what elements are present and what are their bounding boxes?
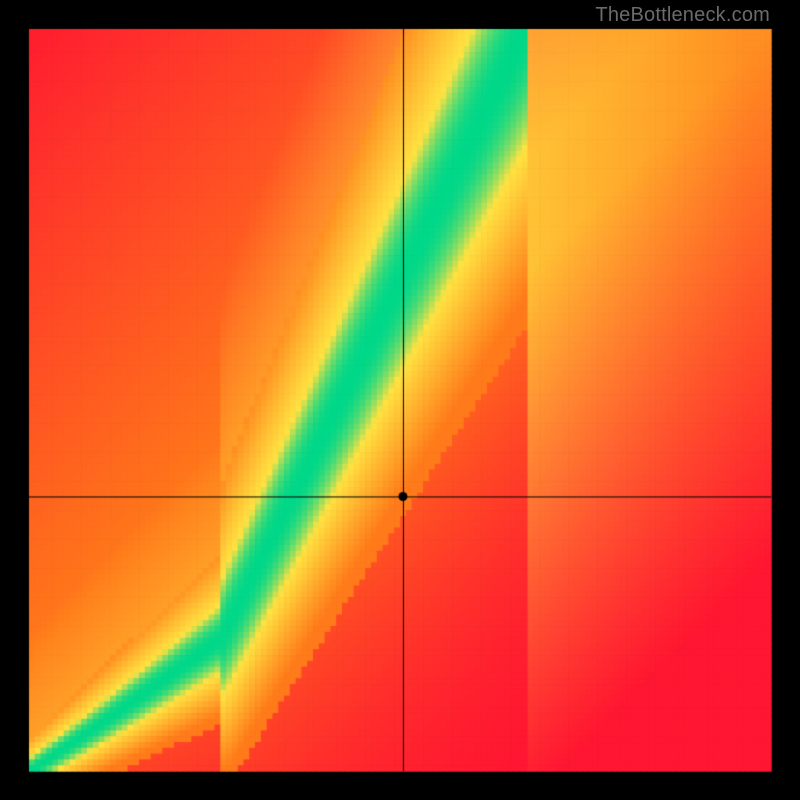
watermark-text: TheBottleneck.com bbox=[595, 4, 770, 27]
chart-container: TheBottleneck.com bbox=[0, 0, 800, 800]
bottleneck-heatmap bbox=[0, 0, 800, 800]
